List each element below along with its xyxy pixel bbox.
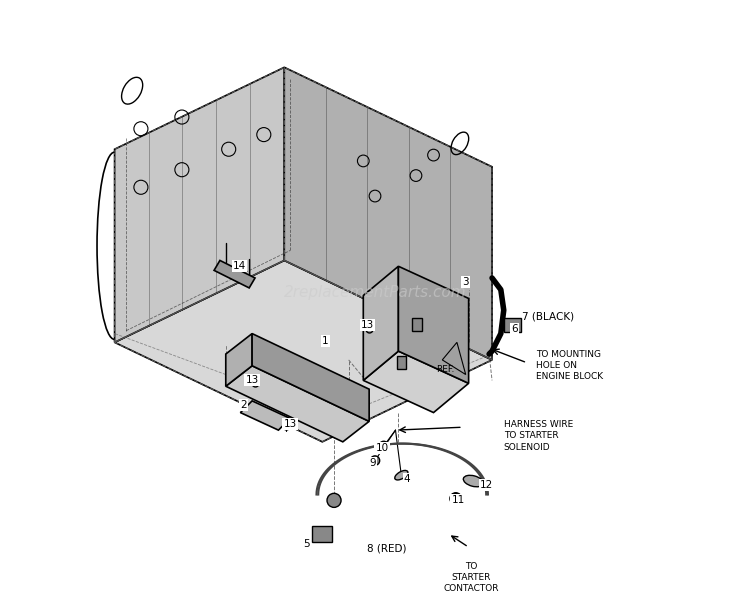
Ellipse shape bbox=[394, 471, 408, 480]
Polygon shape bbox=[363, 266, 398, 380]
Text: 11: 11 bbox=[452, 495, 465, 505]
Polygon shape bbox=[226, 334, 252, 386]
Ellipse shape bbox=[464, 475, 483, 487]
Text: TO
STARTER
CONTACTOR: TO STARTER CONTACTOR bbox=[444, 562, 500, 593]
Text: 2: 2 bbox=[240, 400, 247, 410]
Polygon shape bbox=[226, 366, 369, 442]
Text: 14: 14 bbox=[232, 261, 246, 271]
Circle shape bbox=[370, 456, 380, 465]
Text: 5: 5 bbox=[303, 539, 310, 549]
Circle shape bbox=[327, 493, 341, 507]
Text: 7 (BLACK): 7 (BLACK) bbox=[523, 311, 574, 321]
Circle shape bbox=[450, 493, 461, 505]
Bar bbox=[397, 356, 406, 369]
Text: 13: 13 bbox=[245, 376, 259, 385]
Text: -: - bbox=[414, 317, 419, 327]
Text: 2replacementParts.com: 2replacementParts.com bbox=[284, 285, 466, 300]
Text: 3: 3 bbox=[463, 277, 469, 287]
Text: REF.: REF. bbox=[436, 365, 454, 374]
Bar bbox=[413, 318, 422, 331]
Polygon shape bbox=[252, 334, 369, 422]
Text: 1: 1 bbox=[322, 335, 328, 346]
Polygon shape bbox=[115, 260, 492, 442]
Text: 12: 12 bbox=[479, 480, 493, 490]
Polygon shape bbox=[241, 401, 290, 430]
FancyBboxPatch shape bbox=[313, 526, 332, 542]
Text: 13: 13 bbox=[361, 320, 374, 329]
Text: TO MOUNTING
HOLE ON
ENGINE BLOCK: TO MOUNTING HOLE ON ENGINE BLOCK bbox=[536, 350, 603, 382]
Circle shape bbox=[379, 441, 388, 451]
Polygon shape bbox=[214, 260, 255, 288]
Text: 9: 9 bbox=[369, 459, 376, 468]
Polygon shape bbox=[284, 68, 492, 360]
Text: 13: 13 bbox=[284, 419, 297, 429]
Text: 6: 6 bbox=[511, 325, 518, 334]
Text: +: + bbox=[398, 355, 406, 365]
Text: 10: 10 bbox=[376, 443, 388, 453]
Text: HARNESS WIRE
TO STARTER
SOLENOID: HARNESS WIRE TO STARTER SOLENOID bbox=[504, 420, 573, 451]
FancyBboxPatch shape bbox=[504, 318, 520, 332]
Polygon shape bbox=[363, 351, 469, 413]
Text: 8 (RED): 8 (RED) bbox=[368, 544, 407, 553]
Text: 4: 4 bbox=[404, 474, 410, 484]
Polygon shape bbox=[398, 266, 469, 383]
Polygon shape bbox=[115, 68, 284, 342]
